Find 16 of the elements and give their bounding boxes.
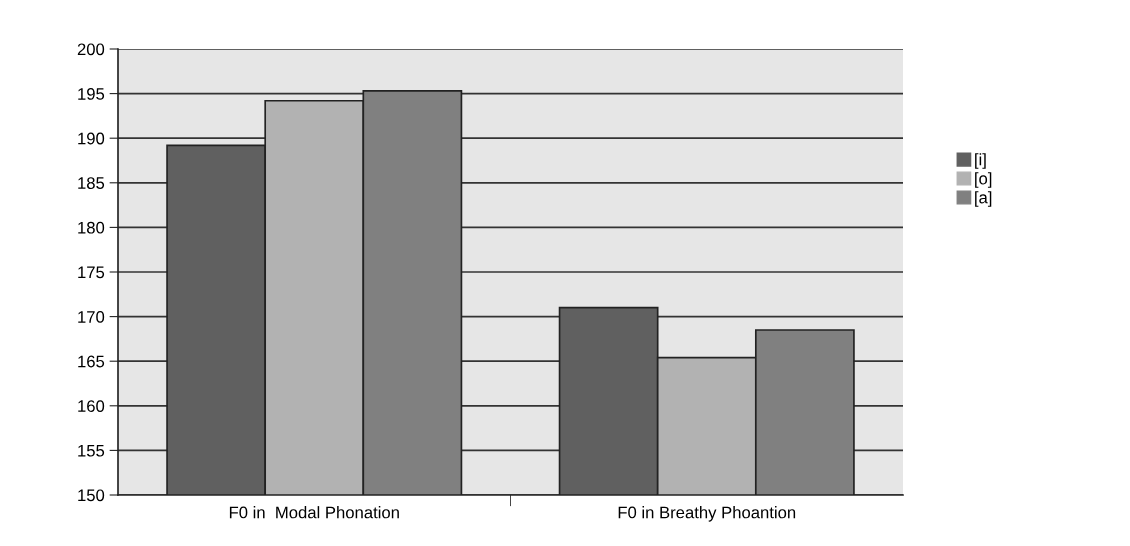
y-tick-label: 165 — [78, 355, 105, 368]
y-tick-label: 180 — [78, 221, 105, 234]
y-tick-label: 195 — [78, 88, 105, 100]
y-tick-label: 190 — [78, 132, 105, 145]
x-tick-label: F0 in Modal Phonation — [229, 506, 399, 519]
y-tick-label: 200 — [77, 43, 105, 56]
y-tick-label: 160 — [78, 400, 105, 412]
y-tick-label: 155 — [78, 444, 105, 457]
y-tick-label: 175 — [78, 266, 105, 279]
y-tick-label: 185 — [78, 177, 105, 189]
x-tick-label: F0 in Breathy Phoantion — [618, 506, 796, 522]
y-tick-label: 150 — [78, 489, 105, 502]
legend-label: [i] — [975, 153, 986, 169]
legend-label: [o] — [975, 172, 992, 188]
legend-label: [a] — [975, 191, 992, 207]
y-tick-label: 170 — [78, 311, 105, 323]
